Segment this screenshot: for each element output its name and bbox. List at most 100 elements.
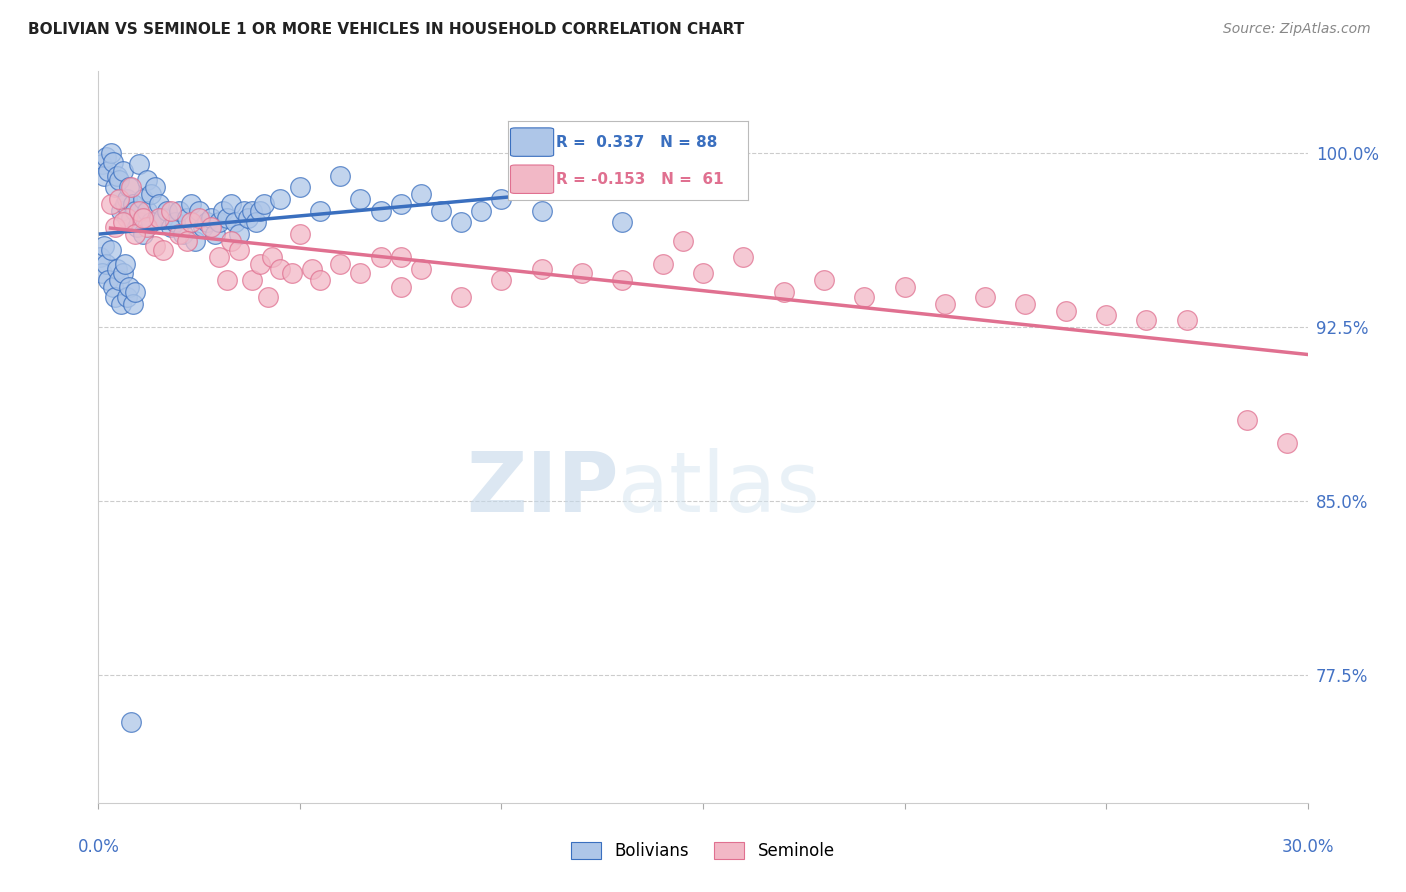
Point bbox=[221, 196, 243, 211]
Point bbox=[103, 180, 125, 194]
Point bbox=[236, 211, 259, 225]
Point bbox=[93, 169, 115, 183]
Point bbox=[188, 203, 211, 218]
Point bbox=[349, 266, 371, 280]
Point bbox=[118, 180, 141, 194]
Point bbox=[184, 234, 207, 248]
Point bbox=[111, 215, 134, 229]
Point bbox=[288, 180, 311, 194]
Point bbox=[111, 266, 134, 280]
Point bbox=[107, 173, 129, 187]
Point bbox=[409, 261, 432, 276]
Point bbox=[124, 227, 146, 241]
Point bbox=[672, 234, 695, 248]
Point bbox=[240, 273, 263, 287]
Point bbox=[329, 169, 352, 183]
Point bbox=[110, 296, 132, 310]
Point bbox=[188, 211, 211, 225]
Point bbox=[100, 243, 122, 257]
Point bbox=[389, 250, 412, 264]
Point bbox=[135, 203, 157, 218]
Point bbox=[612, 273, 634, 287]
Point bbox=[853, 290, 876, 304]
Point bbox=[208, 215, 231, 229]
Point bbox=[115, 192, 138, 206]
Point bbox=[107, 273, 129, 287]
Point bbox=[470, 203, 492, 218]
Point bbox=[217, 273, 239, 287]
Point bbox=[221, 234, 243, 248]
Point bbox=[167, 203, 190, 218]
Point bbox=[370, 203, 392, 218]
Point bbox=[232, 203, 254, 218]
Point bbox=[128, 203, 150, 218]
Point bbox=[128, 157, 150, 171]
FancyBboxPatch shape bbox=[510, 165, 554, 194]
Point bbox=[260, 250, 283, 264]
Point bbox=[651, 257, 673, 271]
Point bbox=[139, 187, 162, 202]
Point bbox=[163, 215, 186, 229]
Point bbox=[200, 219, 222, 234]
Point bbox=[176, 211, 198, 225]
Point bbox=[228, 243, 250, 257]
Point bbox=[120, 180, 142, 194]
Point bbox=[96, 257, 118, 271]
Point bbox=[430, 203, 453, 218]
Point bbox=[103, 290, 125, 304]
Point bbox=[89, 250, 111, 264]
Point bbox=[115, 290, 138, 304]
Point bbox=[217, 211, 239, 225]
Point bbox=[193, 219, 215, 234]
Point bbox=[240, 203, 263, 218]
Point bbox=[96, 150, 118, 164]
Text: atlas: atlas bbox=[619, 448, 820, 529]
Point bbox=[180, 215, 202, 229]
Point bbox=[101, 155, 124, 169]
Text: R = -0.153   N =  61: R = -0.153 N = 61 bbox=[555, 172, 724, 186]
Point bbox=[132, 211, 155, 225]
Legend: Bolivians, Seminole: Bolivians, Seminole bbox=[571, 842, 835, 860]
Point bbox=[733, 250, 755, 264]
Point bbox=[100, 196, 122, 211]
Point bbox=[224, 215, 246, 229]
Point bbox=[389, 196, 412, 211]
Text: 30.0%: 30.0% bbox=[1281, 838, 1334, 855]
Point bbox=[1014, 296, 1036, 310]
Point bbox=[101, 280, 124, 294]
Point bbox=[143, 238, 166, 252]
Point bbox=[195, 215, 218, 229]
Text: ZIP: ZIP bbox=[465, 448, 619, 529]
Point bbox=[1135, 313, 1157, 327]
Point bbox=[301, 261, 323, 276]
Point bbox=[152, 211, 174, 225]
Point bbox=[249, 203, 271, 218]
Point bbox=[103, 219, 125, 234]
Point bbox=[105, 261, 128, 276]
Point bbox=[249, 257, 271, 271]
Point bbox=[253, 196, 276, 211]
Point bbox=[651, 169, 673, 183]
Point bbox=[97, 273, 120, 287]
Point bbox=[107, 192, 129, 206]
Point bbox=[1277, 436, 1299, 450]
Point bbox=[100, 145, 122, 160]
Point bbox=[1054, 303, 1077, 318]
Point bbox=[813, 273, 835, 287]
Point bbox=[349, 192, 371, 206]
Point bbox=[114, 257, 136, 271]
Point bbox=[135, 173, 157, 187]
Point bbox=[309, 203, 332, 218]
Point bbox=[120, 714, 142, 729]
Point bbox=[974, 290, 997, 304]
Point bbox=[152, 243, 174, 257]
Point bbox=[120, 211, 142, 225]
Point bbox=[132, 227, 155, 241]
Point bbox=[530, 261, 553, 276]
Point bbox=[132, 192, 155, 206]
Text: Source: ZipAtlas.com: Source: ZipAtlas.com bbox=[1223, 22, 1371, 37]
Point bbox=[370, 250, 392, 264]
Point bbox=[256, 290, 278, 304]
Point bbox=[893, 280, 915, 294]
Point bbox=[450, 290, 472, 304]
